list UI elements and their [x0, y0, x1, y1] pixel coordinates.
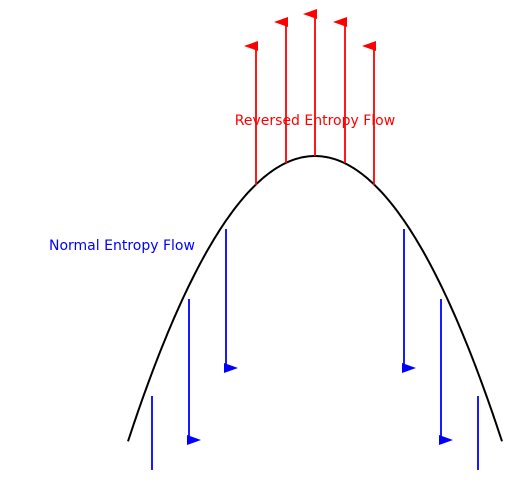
parabola-curve [127, 155, 503, 442]
normal-flow-label: Normal Entropy Flow [49, 238, 195, 254]
reversed-flow-label: Reversed Entropy Flow [235, 113, 395, 129]
reversed-flow-arrows [244, 9, 376, 185]
normal-flow-arrows [151, 229, 479, 470]
